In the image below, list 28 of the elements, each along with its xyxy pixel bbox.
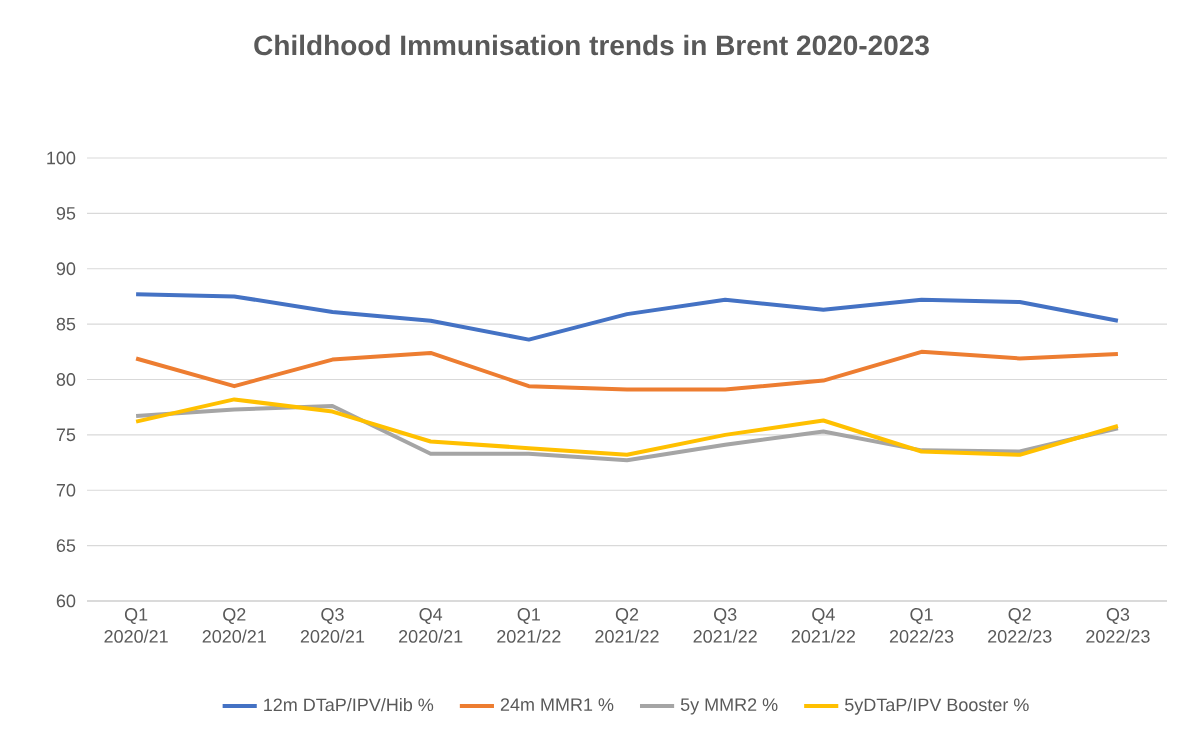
- x-tick-label: Q1 2020/21: [104, 608, 168, 643]
- legend-label: 24m MMR1 %: [500, 698, 614, 711]
- legend-label: 5yDTaP/IPV Booster %: [845, 697, 1029, 715]
- y-tick-label: 85: [56, 317, 76, 331]
- x-tick-label: Q3 2020/21: [300, 608, 365, 643]
- line-series: [134, 292, 1120, 342]
- y-tick-label: 60: [56, 594, 76, 608]
- x-tick-label: Q1 2022/23: [889, 608, 954, 643]
- y-tick-label: 75: [56, 428, 76, 442]
- x-tick-label: Q3 2021/22: [693, 608, 757, 643]
- y-tick-label: 65: [56, 539, 76, 552]
- x-tick-label: Q2 2022/23: [988, 608, 1052, 643]
- x-tick-label: Q3 2022/23: [1086, 608, 1150, 643]
- y-tick-label: 80: [56, 373, 76, 386]
- chart-title: Childhood Immunisation trends in Brent 2020-2023: [254, 34, 929, 56]
- x-tick-label: Q1 2021/22: [497, 608, 561, 643]
- y-tick-label: 90: [56, 262, 76, 276]
- x-tick-label: Q4 2021/22: [791, 608, 855, 643]
- y-tick-label: 100: [47, 151, 76, 165]
- x-tick-label: Q2 2020/21: [202, 608, 266, 643]
- legend-label: 12m DTaP/IPV/Hib %: [264, 697, 434, 712]
- y-tick-label: 70: [56, 483, 76, 497]
- legend-label: 5y MMR2 %: [680, 698, 778, 715]
- x-tick-label: Q2 2021/22: [595, 608, 659, 643]
- line-series: [134, 349, 1120, 392]
- x-tick-label: Q4 2020/21: [399, 608, 463, 643]
- y-tick-label: 95: [56, 206, 76, 220]
- line-series: [134, 397, 1120, 457]
